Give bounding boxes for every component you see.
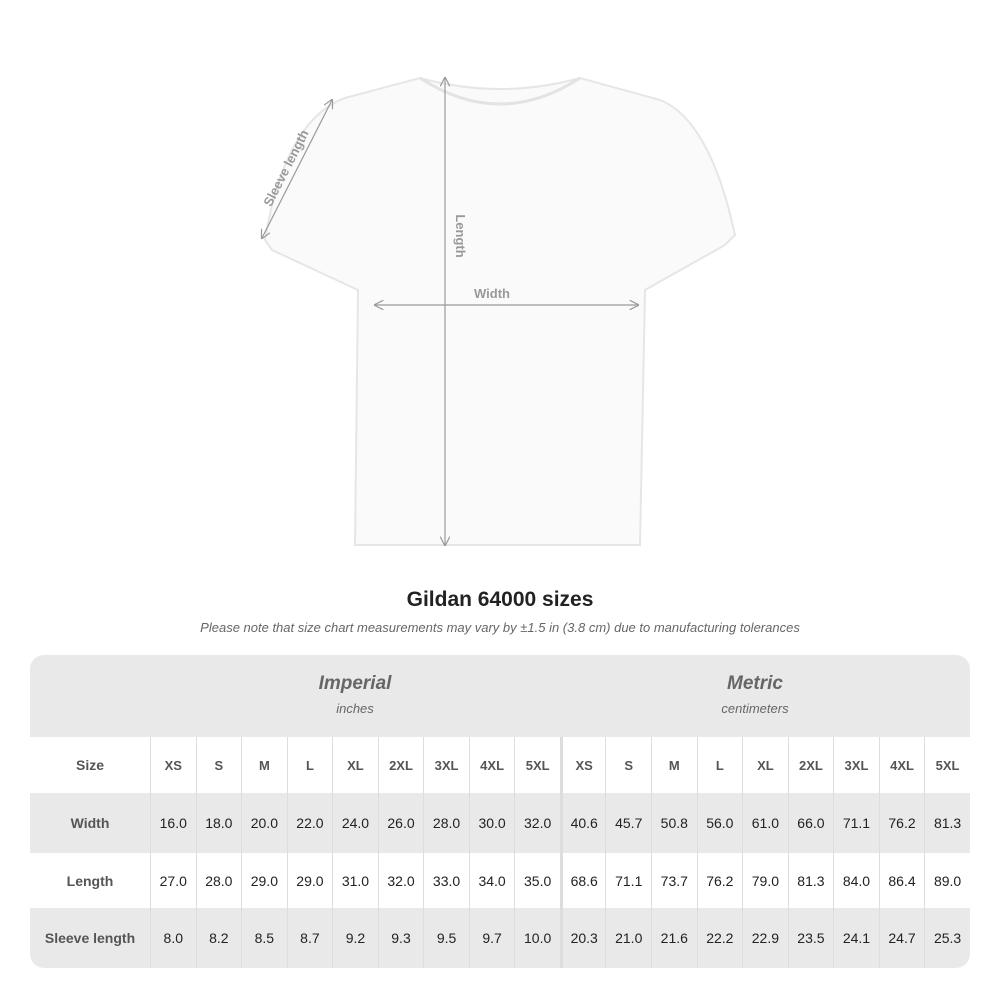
imperial-value-cell: 16.0 [150,793,196,853]
imperial-value-cell: 18.0 [195,793,242,853]
table-row: Width 16.0 18.0 20.0 22.0 24.0 26.0 28.0 30.0 32.… [30,793,970,853]
metric-value-cell: 21.6 [651,908,697,968]
metric-value-cell: 81.3 [924,793,970,853]
metric-title: Metric [727,673,783,694]
metric-value-cell: 86.4 [878,853,925,908]
width-label: Width [474,286,510,301]
imperial-value-cell: 35.0 [514,853,560,908]
metric-size-header: M [651,737,697,793]
imperial-value-cell: 26.0 [377,793,424,853]
imperial-value-cell: 32.0 [514,793,560,853]
imperial-size-header: M [241,737,287,793]
tshirt-shape [263,76,737,546]
imperial-size-header: S [195,737,242,793]
metric-unit: centimeters [721,701,789,716]
imperial-value-cell: 22.0 [286,793,333,853]
metric-value-cell: 76.2 [696,853,743,908]
imperial-header: Imperial inches [150,655,560,737]
row-label: Sleeve length [44,930,136,946]
imperial-size-header: 4XL [468,737,515,793]
length-label: Length [453,214,468,257]
imperial-value-cell: 31.0 [332,853,378,908]
metric-value-cell: 20.3 [559,908,606,968]
metric-value-cell: 61.0 [742,793,788,853]
imperial-value-cell: 10.0 [514,908,560,968]
row-label: Length [66,872,114,889]
sleeve-arrow [262,100,332,238]
row-label: Width [70,815,110,831]
chart-title: Gildan 64000 sizes [406,588,594,611]
metric-value-cell: 22.2 [696,908,743,968]
imperial-value-cell: 29.0 [286,853,333,908]
metric-value-cell: 89.0 [924,853,970,908]
imperial-value-cell: 24.0 [332,793,378,853]
metric-value-cell: 84.0 [833,853,879,908]
metric-size-header: XL [742,737,788,793]
imperial-value-cell: 28.0 [195,853,242,908]
imperial-value-cell: 32.0 [377,853,424,908]
metric-value-cell: 21.0 [605,908,651,968]
metric-value-cell: 76.2 [878,793,925,853]
table-row: Sleeve length 8.0 8.2 8.5 8.7 9.2 9.3 9.5 9.7 10.… [30,908,970,968]
size-table: Imperial inches Metric centimeters Size X… [30,655,970,968]
metric-header: Metric centimeters [550,655,960,737]
imperial-size-header: 5XL [514,737,560,793]
metric-size-header: 4XL [878,737,925,793]
imperial-value-cell: 8.7 [286,908,333,968]
imperial-value-cell: 34.0 [468,853,515,908]
table-row: Length 27.0 28.0 29.0 29.0 31.0 32.0 33.0 34.0 35… [30,853,970,908]
imperial-value-cell: 9.3 [377,908,424,968]
size-label: Size [75,757,104,773]
metric-value-cell: 81.3 [787,853,834,908]
imperial-value-cell: 8.2 [195,908,242,968]
metric-value-cell: 56.0 [696,793,743,853]
imperial-value-cell: 29.0 [241,853,287,908]
tshirt-diagram: Sleeve length Length Width [260,76,737,580]
imperial-value-cell: 27.0 [150,853,196,908]
imperial-unit: inches [336,701,374,716]
imperial-size-header: 2XL [377,737,424,793]
imperial-value-cell: 9.5 [423,908,469,968]
metric-size-header: 5XL [924,737,970,793]
metric-value-cell: 23.5 [787,908,834,968]
metric-value-cell: 79.0 [742,853,788,908]
tolerance-note: Please note that size chart measurements… [200,620,800,635]
imperial-value-cell: 8.0 [150,908,196,968]
imperial-value-cell: 20.0 [241,793,287,853]
metric-value-cell: 25.3 [924,908,970,968]
metric-size-header: S [605,737,651,793]
metric-value-cell: 71.1 [605,853,651,908]
metric-value-cell: 22.9 [742,908,788,968]
metric-value-cell: 71.1 [833,793,879,853]
metric-value-cell: 45.7 [605,793,651,853]
metric-value-cell: 73.7 [651,853,697,908]
imperial-title: Imperial [318,673,392,694]
metric-value-cell: 68.6 [559,853,606,908]
metric-value-cell: 66.0 [787,793,834,853]
metric-size-header: XS [559,737,606,793]
metric-size-header: 2XL [787,737,834,793]
imperial-size-header: L [286,737,333,793]
metric-value-cell: 24.7 [878,908,925,968]
size-header-row: Size XS S M L XL 2XL 3XL 4XL 5XL XS S M L XL 2XL 3XL 4XL 5… [30,737,970,793]
metric-size-header: L [696,737,743,793]
metric-value-cell: 40.6 [559,793,606,853]
imperial-value-cell: 30.0 [468,793,515,853]
imperial-value-cell: 28.0 [423,793,469,853]
imperial-size-header: 3XL [423,737,469,793]
metric-value-cell: 50.8 [651,793,697,853]
imperial-value-cell: 33.0 [423,853,469,908]
imperial-value-cell: 8.5 [241,908,287,968]
imperial-value-cell: 9.2 [332,908,378,968]
metric-size-header: 3XL [833,737,879,793]
metric-value-cell: 24.1 [833,908,879,968]
imperial-size-header: XL [332,737,378,793]
imperial-value-cell: 9.7 [468,908,515,968]
imperial-size-header: XS [150,737,196,793]
